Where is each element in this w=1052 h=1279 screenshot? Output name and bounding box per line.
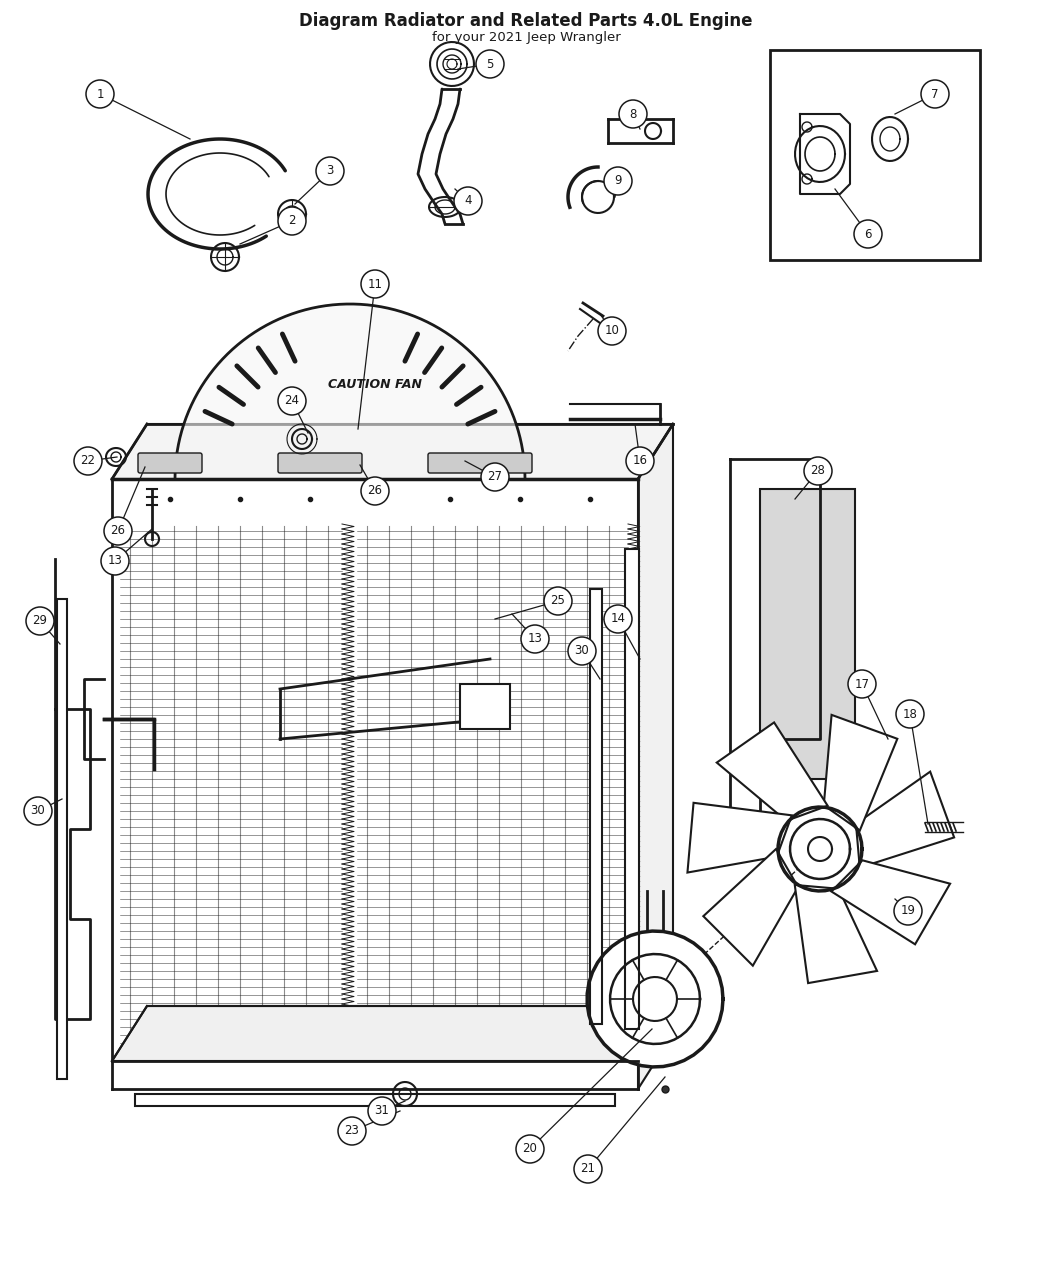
Circle shape <box>598 317 626 345</box>
Circle shape <box>920 81 949 107</box>
Circle shape <box>848 670 876 698</box>
Circle shape <box>86 81 114 107</box>
Text: 26: 26 <box>110 524 125 537</box>
Circle shape <box>24 797 52 825</box>
Text: 9: 9 <box>614 174 622 188</box>
Circle shape <box>368 1097 396 1126</box>
Text: 25: 25 <box>550 595 565 608</box>
Circle shape <box>481 463 509 491</box>
Circle shape <box>894 897 922 925</box>
Circle shape <box>361 477 389 505</box>
Text: 1: 1 <box>96 87 104 101</box>
Text: 29: 29 <box>33 614 47 628</box>
Text: 5: 5 <box>486 58 493 70</box>
Polygon shape <box>112 1007 673 1062</box>
Text: 26: 26 <box>367 485 383 498</box>
Polygon shape <box>730 459 820 829</box>
Circle shape <box>804 457 832 485</box>
Circle shape <box>101 547 129 576</box>
Polygon shape <box>831 861 950 944</box>
Polygon shape <box>704 849 798 966</box>
Polygon shape <box>800 114 850 194</box>
Circle shape <box>338 1117 366 1145</box>
Text: 11: 11 <box>367 278 383 290</box>
Text: 2: 2 <box>288 215 296 228</box>
Circle shape <box>476 50 504 78</box>
Text: 23: 23 <box>345 1124 360 1137</box>
Text: 3: 3 <box>326 165 333 178</box>
Text: 21: 21 <box>581 1163 595 1175</box>
Circle shape <box>574 1155 602 1183</box>
Text: 8: 8 <box>629 107 636 120</box>
Text: 7: 7 <box>931 87 938 101</box>
Text: 30: 30 <box>574 645 589 657</box>
Circle shape <box>26 608 54 634</box>
Polygon shape <box>112 425 673 480</box>
Bar <box>625 549 639 1030</box>
Circle shape <box>544 587 572 615</box>
Polygon shape <box>587 931 723 1067</box>
Circle shape <box>278 388 306 414</box>
Circle shape <box>454 187 482 215</box>
Circle shape <box>604 168 632 194</box>
Circle shape <box>896 700 924 728</box>
Text: 16: 16 <box>632 454 647 468</box>
Circle shape <box>104 517 132 545</box>
Bar <box>135 1094 615 1106</box>
Circle shape <box>515 1134 544 1163</box>
Text: 24: 24 <box>284 394 300 408</box>
Circle shape <box>278 207 306 235</box>
Text: 19: 19 <box>901 904 915 917</box>
Circle shape <box>316 157 344 185</box>
Text: Diagram Radiator and Related Parts 4.0L Engine: Diagram Radiator and Related Parts 4.0L … <box>299 12 753 29</box>
Polygon shape <box>638 425 673 1088</box>
Text: 4: 4 <box>464 194 471 207</box>
Polygon shape <box>687 803 792 872</box>
Circle shape <box>568 637 596 665</box>
Circle shape <box>626 446 654 475</box>
Circle shape <box>74 446 102 475</box>
Text: 18: 18 <box>903 707 917 720</box>
Text: for your 2021 Jeep Wrangler: for your 2021 Jeep Wrangler <box>431 31 621 43</box>
Text: 28: 28 <box>810 464 826 477</box>
Polygon shape <box>794 885 877 984</box>
Bar <box>590 590 602 1024</box>
Text: 27: 27 <box>487 471 503 483</box>
Text: 20: 20 <box>523 1142 538 1155</box>
FancyBboxPatch shape <box>428 453 532 473</box>
Text: 13: 13 <box>527 633 543 646</box>
Text: 6: 6 <box>865 228 872 240</box>
Polygon shape <box>790 819 850 879</box>
Polygon shape <box>856 771 954 867</box>
Text: CAUTION FAN: CAUTION FAN <box>328 377 422 390</box>
Text: 13: 13 <box>107 555 122 568</box>
Circle shape <box>521 625 549 654</box>
Bar <box>460 684 510 729</box>
Bar <box>57 599 67 1079</box>
Text: 17: 17 <box>854 678 870 691</box>
Circle shape <box>361 270 389 298</box>
Polygon shape <box>55 559 90 1019</box>
FancyBboxPatch shape <box>138 453 202 473</box>
Bar <box>760 489 855 779</box>
Circle shape <box>604 605 632 633</box>
Polygon shape <box>824 715 897 830</box>
Circle shape <box>854 220 882 248</box>
Polygon shape <box>716 723 828 821</box>
Text: 10: 10 <box>605 325 620 338</box>
Circle shape <box>619 100 647 128</box>
Text: 30: 30 <box>31 804 45 817</box>
Polygon shape <box>175 304 525 480</box>
Text: 31: 31 <box>375 1105 389 1118</box>
FancyBboxPatch shape <box>278 453 362 473</box>
Text: 14: 14 <box>610 613 626 625</box>
Text: 22: 22 <box>81 454 96 468</box>
Bar <box>770 50 980 260</box>
